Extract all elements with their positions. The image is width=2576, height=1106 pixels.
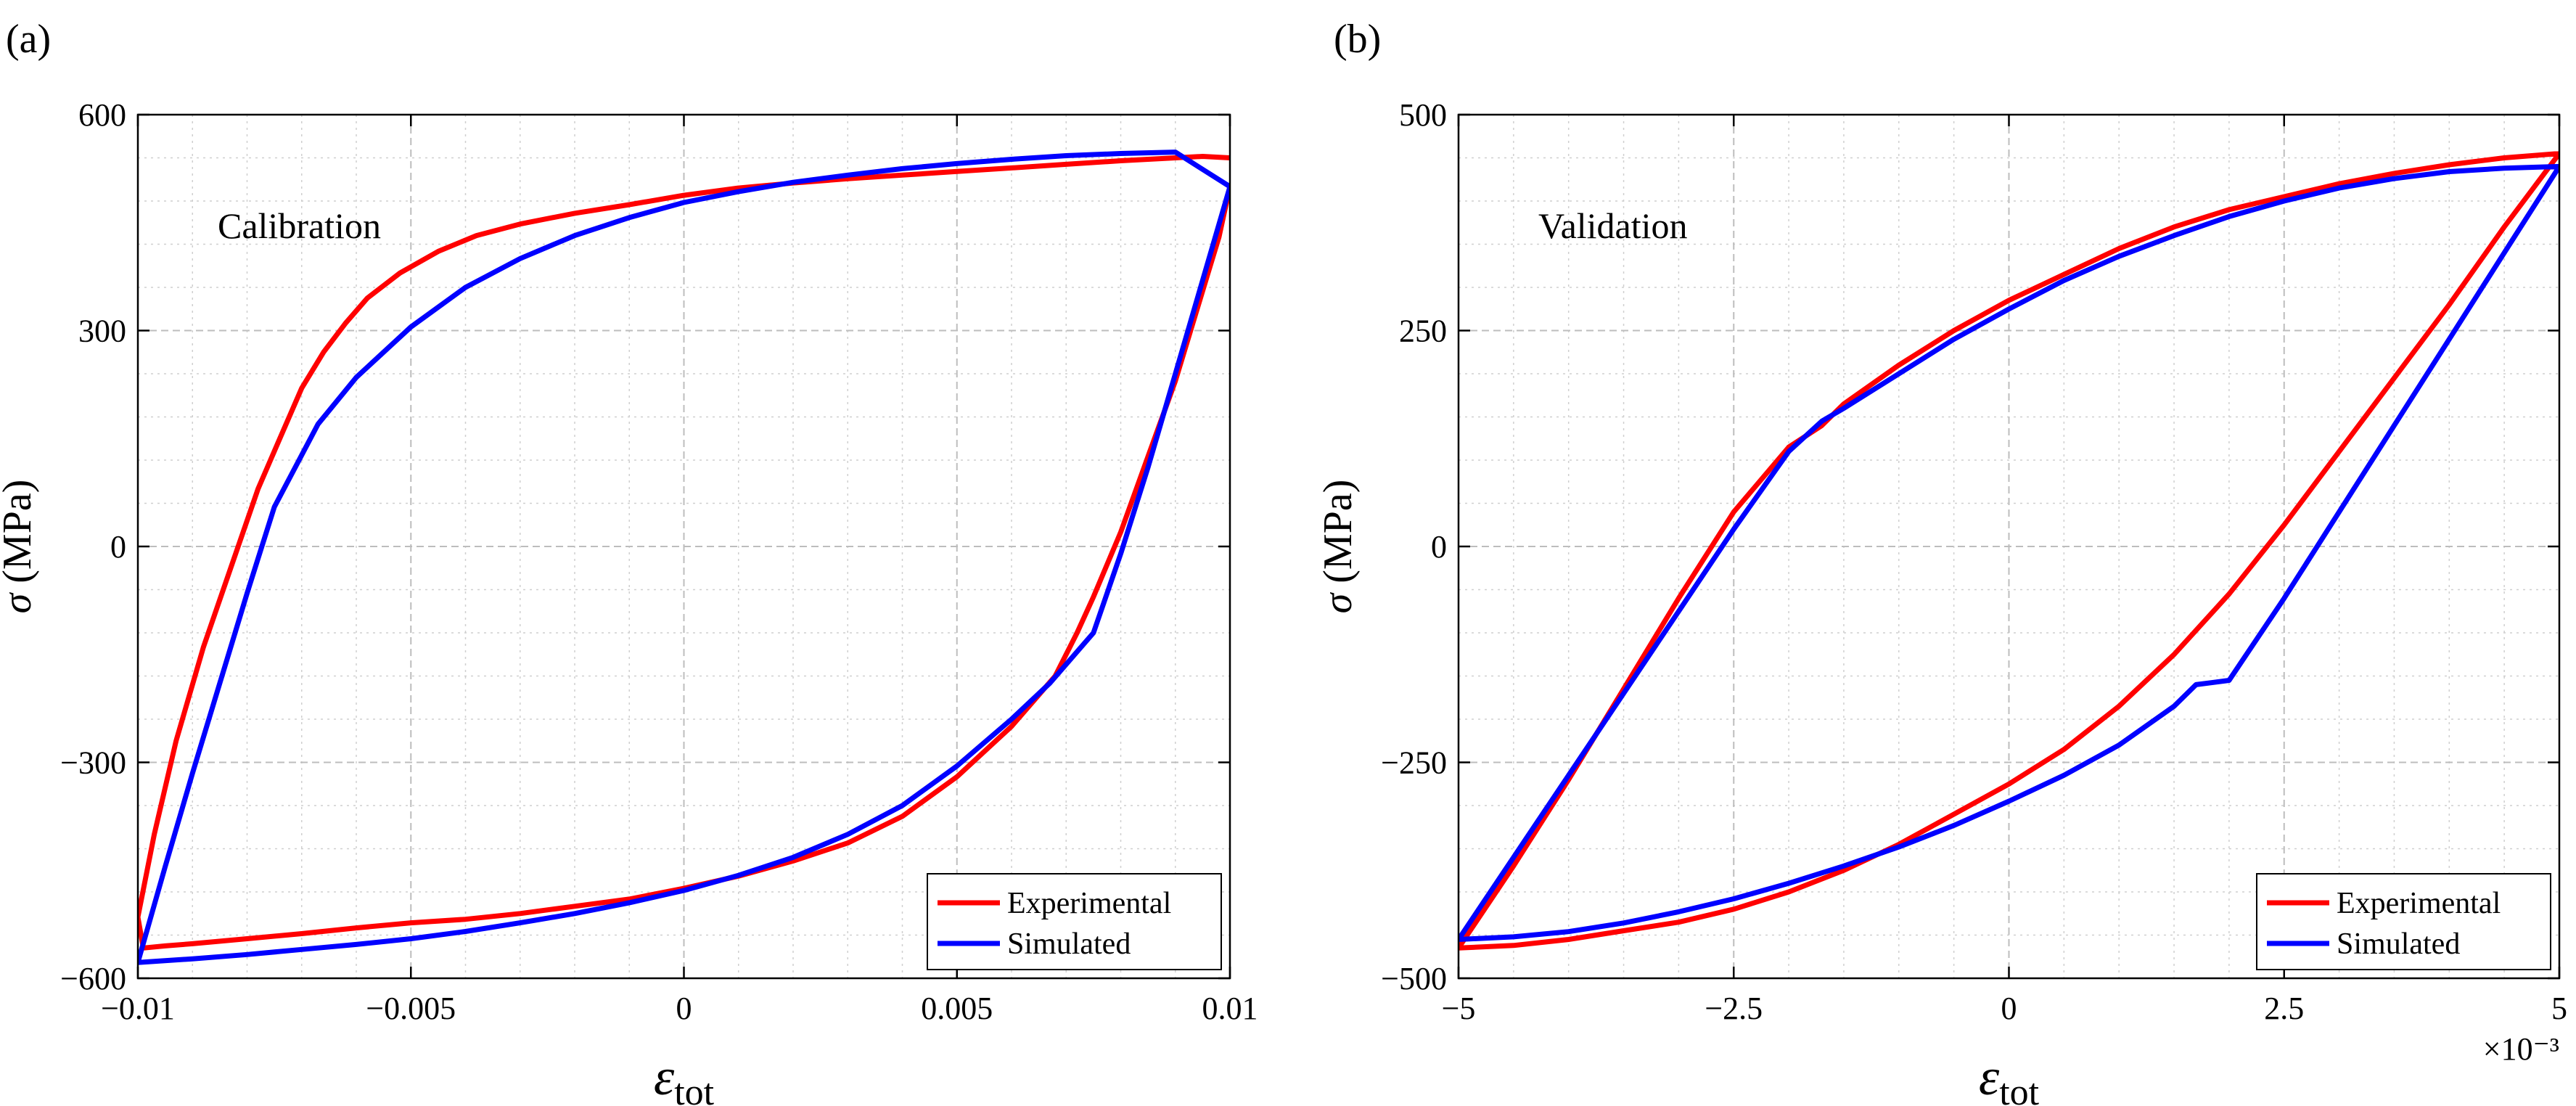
y-tick-label: −250 (1381, 745, 1447, 781)
annotation-label: Validation (1538, 205, 1688, 246)
legend-box (927, 873, 1222, 970)
x-axis-title: εtot (1979, 1048, 2040, 1106)
legend-label: Experimental (1007, 887, 1171, 920)
x-exponent-label: ×10⁻³ (2483, 1031, 2559, 1067)
series-line-experimental (1459, 151, 2559, 951)
series-line-simulated (138, 149, 1230, 965)
x-tick-label: 0 (2001, 991, 2017, 1026)
x-axis-title: εtot (654, 1048, 715, 1106)
legend: Experimental Simulated (927, 873, 1222, 970)
x-tick-label: −0.005 (366, 991, 456, 1026)
x-tick-label: 2.5 (2264, 991, 2304, 1026)
panel-label: (a) (6, 17, 51, 62)
y-axis-title: σ (MPa) (1316, 480, 1361, 614)
y-tick-label: −500 (1381, 961, 1447, 996)
legend-box (2256, 873, 2551, 970)
chart-panel-0: −0.01 −0.005 0 0.005 0.01 −600 −300 0 300 600 (a) C… (0, 17, 1258, 1106)
legend-label: Simulated (2337, 927, 2460, 961)
y-tick-label: 300 (78, 314, 126, 349)
x-tick-label: 0.01 (1202, 991, 1258, 1026)
x-tick-label: −0.01 (101, 991, 175, 1026)
y-tick-label: 600 (78, 97, 126, 133)
x-tick-label: 0 (676, 991, 692, 1026)
y-tick-label: −600 (60, 961, 126, 996)
y-tick-label: 500 (1399, 97, 1447, 133)
legend-label: Simulated (1007, 927, 1131, 961)
y-axis-title: σ (MPa) (0, 480, 40, 614)
x-tick-label: 0.005 (921, 991, 993, 1026)
x-tick-label: −5 (1442, 991, 1476, 1026)
x-tick-label: 5 (2551, 991, 2567, 1026)
x-tick-label: −2.5 (1705, 991, 1763, 1026)
chart-panel-1: −5 −2.5 0 2.5 5 −500 −250 0 250 500 ×10⁻³ (b) Valida… (1316, 17, 2567, 1106)
y-tick-label: 0 (1431, 529, 1447, 565)
y-tick-label: 250 (1399, 314, 1447, 349)
annotation-label: Calibration (218, 205, 381, 246)
legend-label: Experimental (2337, 887, 2501, 920)
series-line-simulated (1459, 163, 2559, 942)
y-tick-label: 0 (110, 529, 126, 565)
y-tick-label: −300 (60, 745, 126, 781)
panel-label: (b) (1334, 17, 1381, 62)
legend: Experimental Simulated (2256, 873, 2551, 970)
